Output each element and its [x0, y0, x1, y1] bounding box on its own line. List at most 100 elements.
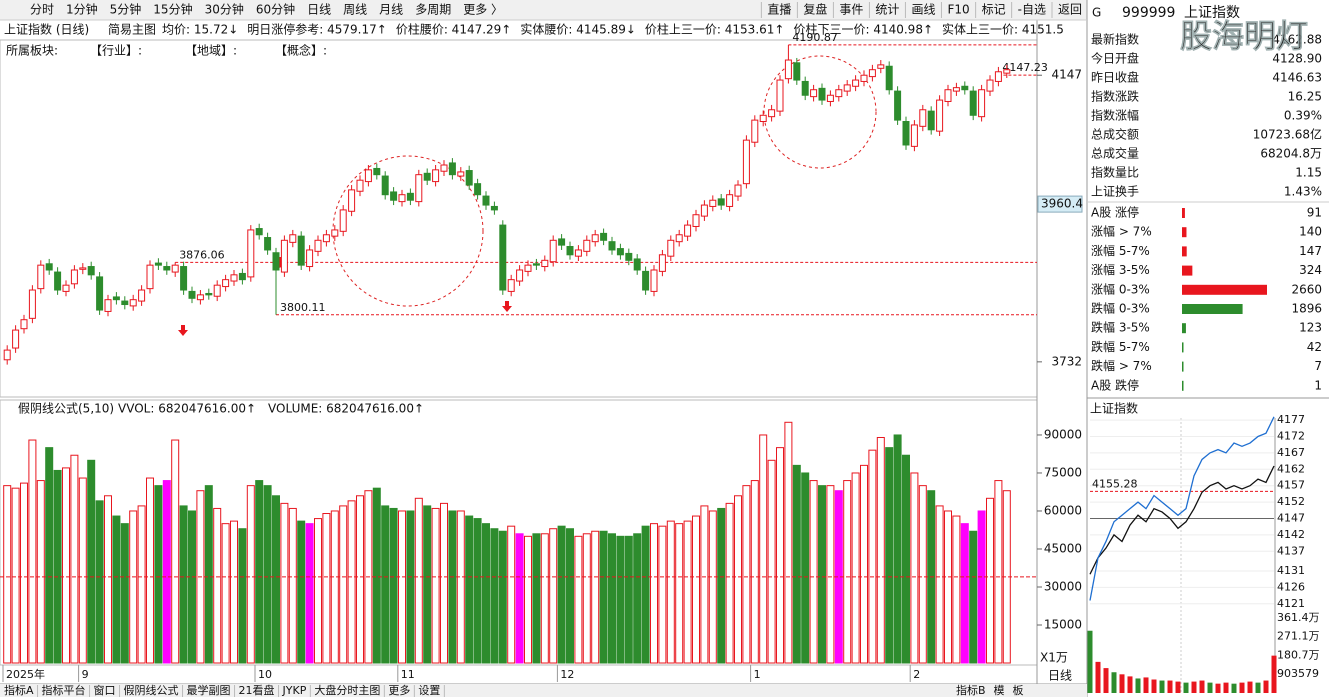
- toolbar-item[interactable]: 多周期: [415, 3, 451, 17]
- stat-label: 今日开盘: [1091, 51, 1139, 66]
- breadth-value: 147: [1299, 244, 1322, 258]
- toolbar-button[interactable]: 直播: [767, 3, 791, 17]
- toolbar-button[interactable]: -自选: [1018, 3, 1046, 17]
- mini-tick-label: 4147: [1277, 512, 1305, 525]
- toolbar-item[interactable]: 更多 〉: [463, 3, 503, 17]
- tab[interactable]: 最学副图: [187, 683, 231, 697]
- toolbar-item[interactable]: 周线: [343, 3, 367, 17]
- candle-body: [507, 279, 515, 292]
- toolbar-button[interactable]: 统计: [875, 3, 899, 17]
- breadth-value: 7: [1314, 359, 1322, 373]
- volume-bar: [322, 513, 331, 664]
- candle-body: [490, 205, 498, 211]
- volume-label: VVOL: 682047616.00↑: [118, 402, 256, 416]
- toolbar-button[interactable]: 返回: [1058, 3, 1082, 17]
- breadth-bar: [1182, 323, 1186, 334]
- volume-bar: [423, 505, 432, 664]
- candle-body: [608, 241, 616, 251]
- candle-body: [566, 246, 574, 256]
- toolbar-button[interactable]: 画线: [911, 3, 935, 17]
- mini-vol-bar: [1159, 680, 1165, 693]
- x-tick-label: 9: [82, 668, 89, 681]
- volume-bar: [860, 464, 868, 664]
- tab[interactable]: JYKP: [282, 684, 307, 697]
- toolbar-item[interactable]: 月线: [379, 3, 403, 17]
- mini-tick-label: 4142: [1277, 528, 1305, 541]
- volume-bar: [902, 454, 910, 664]
- volume-bar: [356, 495, 364, 664]
- mini-vol-bar: [1255, 682, 1261, 693]
- volume-bar: [339, 505, 348, 664]
- toolbar-item[interactable]: 15分钟: [153, 2, 192, 17]
- candle-body: [574, 249, 582, 257]
- mini-vol-bar: [1143, 677, 1149, 693]
- breadth-value: 123: [1299, 321, 1322, 335]
- tab[interactable]: 指标平台: [42, 683, 86, 697]
- candle-body: [642, 270, 650, 291]
- breadth-label: 涨幅 0-3%: [1091, 281, 1150, 296]
- volume-bar: [725, 502, 734, 664]
- tab[interactable]: 设置: [418, 684, 440, 697]
- volume-bar: [734, 495, 742, 664]
- volume-bar: [482, 523, 490, 664]
- toolbar-item[interactable]: 分时: [30, 3, 54, 17]
- stat-value: 68204.8万: [1260, 147, 1322, 161]
- toolbar-item[interactable]: 日线: [307, 3, 331, 17]
- highlight-circle: [763, 55, 877, 169]
- sector-label: 【行业】:: [90, 44, 142, 58]
- tab[interactable]: 板: [1013, 683, 1024, 697]
- tab[interactable]: 模: [994, 684, 1005, 697]
- volume-bar: [616, 535, 625, 664]
- toolbar-item[interactable]: 5分钟: [110, 2, 142, 17]
- tab[interactable]: 21看盘: [239, 683, 275, 697]
- candle-body: [121, 300, 129, 306]
- tab[interactable]: 假阴线公式: [124, 683, 179, 697]
- candle-body: [902, 120, 910, 146]
- toolbar-button[interactable]: 事件: [839, 3, 863, 17]
- breadth-value: 42: [1307, 340, 1322, 354]
- volume-bar: [633, 533, 642, 664]
- volume-bar: [11, 487, 20, 664]
- mini-tick-label: 4131: [1277, 564, 1305, 577]
- mini-vol-bar: [1207, 682, 1213, 693]
- tab[interactable]: 大盘分时主图: [314, 683, 380, 697]
- candle-body: [952, 87, 960, 92]
- toolbar-button[interactable]: 复盘: [803, 2, 827, 17]
- candle-body: [826, 94, 834, 102]
- mini-vol-bar: [1231, 683, 1237, 693]
- tab-bar: [0, 684, 1087, 697]
- candle-body: [692, 214, 700, 227]
- candle-body: [600, 232, 608, 241]
- candle-body: [432, 169, 440, 183]
- candle-body: [894, 90, 902, 121]
- stat-value: 1.15: [1295, 166, 1322, 180]
- toolbar-item[interactable]: 30分钟: [205, 2, 244, 17]
- volume-bar: [238, 528, 247, 664]
- volume-bar: [549, 528, 558, 664]
- tab[interactable]: 指标B: [956, 683, 986, 697]
- breadth-label: 跌幅 0-3%: [1091, 301, 1150, 316]
- volume-bar: [818, 485, 826, 664]
- volume-bar: [650, 523, 658, 664]
- candle-body: [398, 194, 406, 203]
- candle-body: [474, 183, 482, 196]
- tab[interactable]: 窗口: [94, 683, 116, 697]
- volume-bar: [893, 434, 902, 664]
- volume-bar: [104, 495, 112, 664]
- volume-bar: [532, 533, 541, 664]
- volume-bar: [456, 510, 465, 664]
- stat-label: 指数量比: [1091, 165, 1139, 180]
- tab[interactable]: 更多: [388, 683, 410, 697]
- volume-bar: [608, 533, 616, 664]
- mini-tick-label: 4121: [1277, 597, 1305, 610]
- toolbar-item[interactable]: 60分钟: [256, 2, 295, 17]
- toolbar-button[interactable]: F10: [947, 3, 969, 17]
- toolbar-item[interactable]: 1分钟: [66, 2, 98, 17]
- candle-body: [616, 248, 624, 256]
- mini-vol-bar: [1263, 680, 1269, 693]
- volume-bar: [767, 459, 776, 664]
- info-item: 价柱下三一价: 4140.98↑: [793, 22, 933, 37]
- tab[interactable]: 指标A: [4, 683, 34, 697]
- toolbar-button[interactable]: 标记: [982, 3, 1006, 17]
- candle-body: [986, 79, 994, 92]
